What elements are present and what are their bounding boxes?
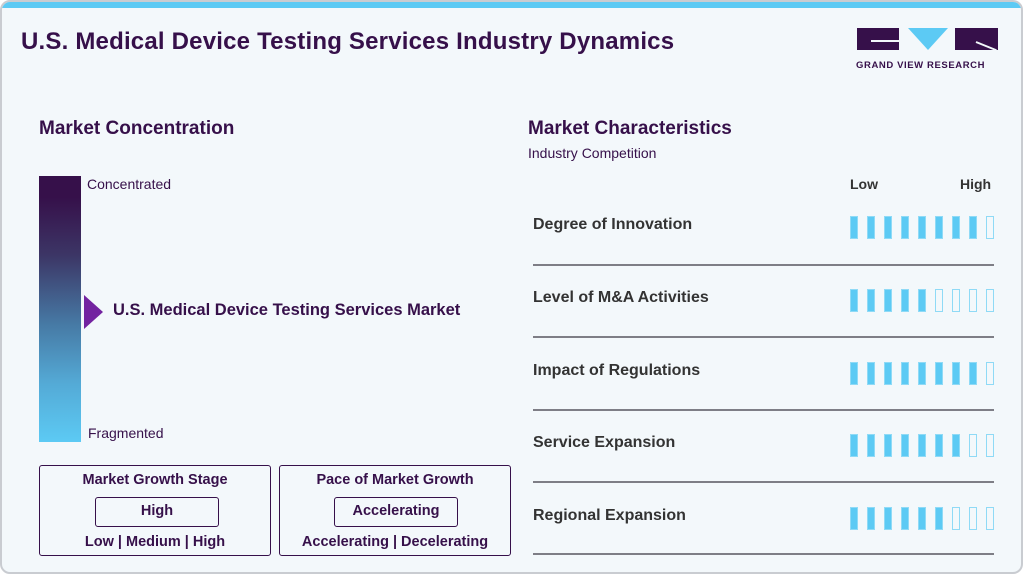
logo-v-triangle-icon: [908, 28, 948, 50]
rating-bar-filled: [884, 289, 892, 312]
rating-bar-filled: [918, 434, 926, 457]
market-name-label: U.S. Medical Device Testing Services Mar…: [113, 301, 461, 319]
rating-bar-filled: [884, 507, 892, 530]
rating-bar-filled: [918, 362, 926, 385]
rating-bars: [850, 434, 994, 457]
logo-g-stroke: [871, 40, 899, 42]
growth-pace-title: Pace of Market Growth: [316, 472, 474, 488]
industry-competition-subtitle: Industry Competition: [528, 145, 657, 161]
rating-bar-filled: [935, 216, 943, 239]
rating-bar-filled: [901, 216, 909, 239]
row-divider: [533, 553, 994, 555]
rating-bar-empty: [986, 216, 994, 239]
rating-bar-empty: [986, 289, 994, 312]
rating-bar-filled: [969, 362, 977, 385]
growth-stage-title: Market Growth Stage: [82, 472, 228, 488]
rating-bar-empty: [986, 434, 994, 457]
rating-bar-filled: [935, 507, 943, 530]
characteristic-label: Degree of Innovation: [533, 216, 693, 233]
concentration-gradient-scale: [39, 176, 81, 442]
row-divider: [533, 409, 994, 411]
rating-bar-empty: [969, 507, 977, 530]
growth-stage-value: High: [95, 497, 219, 527]
rating-bars: [850, 216, 994, 239]
rating-bar-filled: [884, 216, 892, 239]
rating-bar-filled: [867, 434, 875, 457]
rating-bar-filled: [901, 362, 909, 385]
rating-bar-empty: [935, 289, 943, 312]
row-divider: [533, 336, 994, 338]
rating-bar-filled: [918, 507, 926, 530]
rating-bar-filled: [952, 362, 960, 385]
rating-bar-empty: [986, 507, 994, 530]
rating-bar-filled: [918, 289, 926, 312]
characteristic-label: Level of M&A Activities: [533, 289, 709, 306]
row-divider: [533, 481, 994, 483]
rating-bar-empty: [986, 362, 994, 385]
logo-text: GRAND VIEW RESEARCH: [856, 60, 986, 71]
rating-bars: [850, 507, 994, 530]
rating-bar-filled: [952, 434, 960, 457]
scale-low-label: Low: [850, 176, 878, 192]
rating-bar-filled: [850, 289, 858, 312]
logo-g-block-icon: [857, 28, 899, 50]
rating-bar-empty: [952, 507, 960, 530]
rating-bar-filled: [850, 216, 858, 239]
rating-bar-empty: [969, 289, 977, 312]
growth-pace-box: Pace of Market Growth Accelerating Accel…: [279, 465, 511, 556]
scale-high-label: High: [960, 176, 992, 192]
concentrated-label: Concentrated: [87, 176, 172, 192]
rating-bar-filled: [952, 216, 960, 239]
growth-stage-box: Market Growth Stage High Low | Medium | …: [39, 465, 271, 556]
rating-bar-filled: [935, 362, 943, 385]
fragmented-label: Fragmented: [88, 425, 164, 441]
growth-stage-options: Low | Medium | High: [84, 534, 226, 550]
rating-bar-filled: [884, 434, 892, 457]
market-characteristics-title: Market Characteristics: [528, 118, 732, 139]
growth-pace-options: Accelerating | Decelerating: [301, 534, 489, 550]
rating-bar-filled: [850, 362, 858, 385]
rating-bar-filled: [935, 434, 943, 457]
growth-pace-value: Accelerating: [334, 497, 458, 527]
grand-view-research-logo: GRAND VIEW RESEARCH: [856, 28, 1002, 72]
characteristic-label: Impact of Regulations: [533, 362, 701, 379]
market-position-marker-icon: [84, 295, 103, 329]
rating-bar-filled: [901, 507, 909, 530]
rating-bar-filled: [901, 289, 909, 312]
rating-bars: [850, 289, 994, 312]
rating-bar-filled: [901, 434, 909, 457]
rating-bar-filled: [867, 216, 875, 239]
rating-bar-filled: [850, 434, 858, 457]
characteristic-label: Service Expansion: [533, 434, 676, 451]
rating-bar-filled: [867, 507, 875, 530]
rating-bar-filled: [850, 507, 858, 530]
rating-bar-empty: [952, 289, 960, 312]
characteristic-label: Regional Expansion: [533, 507, 686, 524]
rating-bar-filled: [884, 362, 892, 385]
rating-bar-empty: [969, 434, 977, 457]
rating-bar-filled: [867, 362, 875, 385]
rating-bar-filled: [969, 216, 977, 239]
rating-bar-filled: [867, 289, 875, 312]
page-title: U.S. Medical Device Testing Services Ind…: [21, 28, 675, 55]
row-divider: [533, 264, 994, 266]
rating-bar-filled: [918, 216, 926, 239]
market-concentration-title: Market Concentration: [39, 118, 235, 139]
rating-bars: [850, 362, 994, 385]
top-accent-bar: [2, 2, 1021, 8]
